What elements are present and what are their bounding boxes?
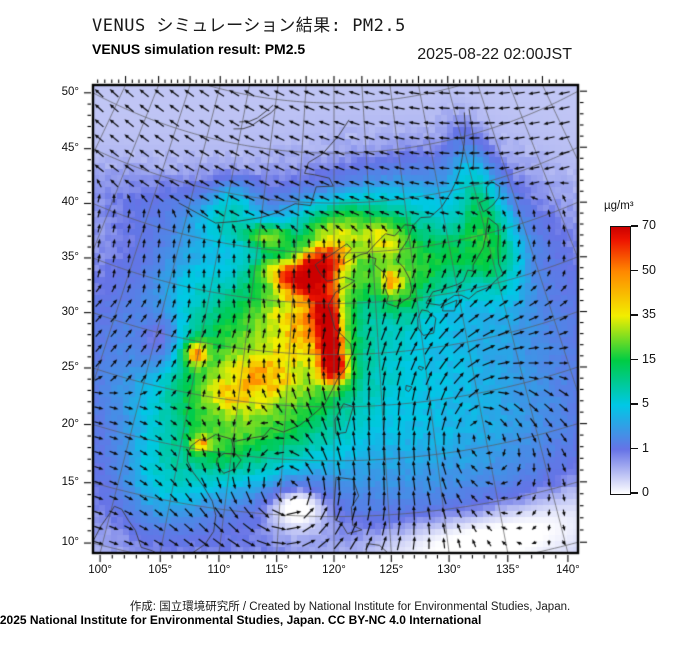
lon-tick-label: 135° [495,564,520,576]
colorbar-tick [631,403,638,405]
lon-tick-label: 140° [555,564,580,576]
colorbar-tick [631,447,638,450]
lat-tick-label: 45° [61,141,79,154]
lon-tick-label: 100° [88,564,112,576]
colorbar-tick-label: 15 [642,351,656,366]
page-title-japanese: VENUS シミュレーション結果: PM2.5 [92,16,406,36]
lat-tick-label: 50° [61,85,79,98]
colorbar-tick-label: 35 [642,307,656,321]
lon-tick-label: 110° [207,564,231,576]
lat-tick-label: 20° [61,417,79,430]
lon-tick-label: 115° [265,564,289,576]
lon-tick-label: 120° [322,564,346,576]
colorbar-tick [631,314,638,316]
lat-tick-label: 30° [61,305,79,318]
colorbar-gradient [610,226,631,495]
credit-line: 作成: 国立環境研究所 / Created by National Instit… [129,601,571,613]
colorbar-tick [631,492,638,494]
lon-tick-label: 130° [437,564,461,576]
copyright-line: ©2025 National Institute for Environment… [0,613,482,627]
lon-tick-label: 105° [148,564,173,576]
page-title-english: VENUS simulation result: PM2.5 [92,41,306,57]
colorbar-tick [631,269,638,272]
lat-tick-label: 10° [61,536,79,549]
colorbar-tick-label: 70 [642,218,656,232]
colorbar-tick-label: 1 [642,440,649,455]
timestamp: 2025-08-22 02:00JST [417,46,572,63]
lat-tick-label: 35° [61,250,79,263]
lon-tick-label: 125° [379,564,404,576]
colorbar-tick [631,358,638,361]
colorbar-tick [631,225,638,227]
lat-tick-label: 40° [61,196,79,209]
lat-tick-label: 15° [61,475,79,488]
lat-tick-label: 25° [61,360,79,373]
colorbar-tick-label: 50 [642,262,656,277]
colorbar-tick-label: 0 [642,485,649,499]
colorbar-tick-label: 5 [642,396,649,410]
colorbar-unit-label: µg/m³ [604,200,634,212]
